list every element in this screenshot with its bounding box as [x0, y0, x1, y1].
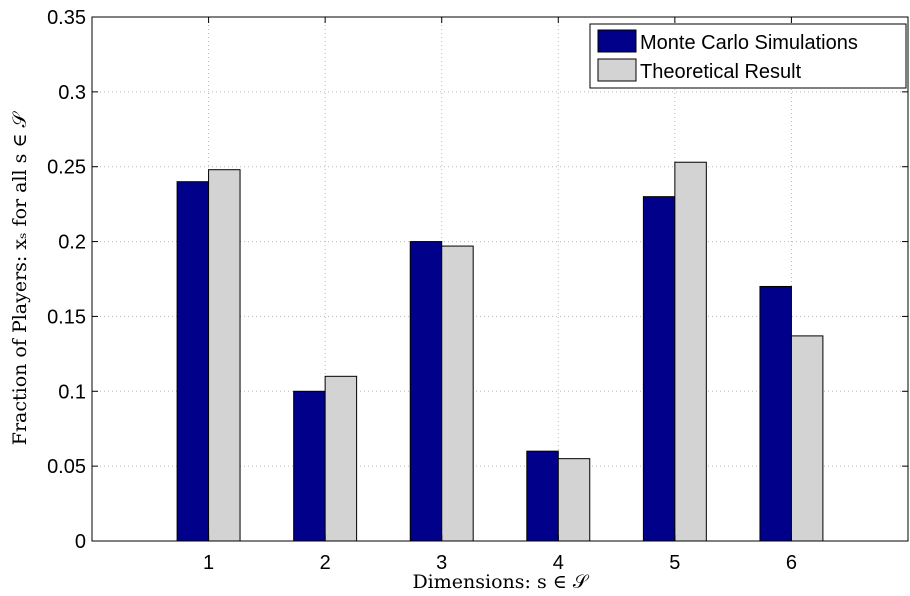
- legend-label-theoretical: Theoretical Result: [640, 61, 802, 83]
- plot-frame: [91, 16, 909, 542]
- y-tick-label: 0.2: [58, 232, 86, 254]
- x-tick-label: 4: [553, 552, 564, 574]
- bar-theoretical-6: [790, 335, 824, 542]
- y-tick-label: 0.25: [47, 157, 86, 179]
- bar-monte-carlo-6: [759, 285, 792, 542]
- y-tick-label: 0.05: [47, 456, 86, 478]
- y-tick-label: 0: [75, 531, 86, 553]
- x-tick-label: 1: [203, 552, 214, 574]
- bar-theoretical-3: [441, 245, 474, 542]
- legend-swatch-monte-carlo: [597, 29, 637, 53]
- x-tick-label: 2: [320, 552, 331, 574]
- bars: [176, 161, 824, 542]
- y-tick-label: 0.1: [58, 381, 86, 403]
- x-axis-label: Dimensions: s ∈ 𝒮: [412, 571, 589, 593]
- x-tick-label: 5: [669, 552, 680, 574]
- legend-label-monte-carlo: Monte Carlo Simulations: [640, 32, 858, 54]
- legend: Monte Carlo Simulations Theoretical Resu…: [589, 23, 907, 89]
- bar-monte-carlo-4: [526, 450, 559, 542]
- x-tick-label: 3: [436, 552, 447, 574]
- bar-monte-carlo-3: [409, 241, 443, 542]
- legend-swatch-theoretical: [597, 58, 637, 82]
- y-tick-label: 0.35: [47, 7, 86, 29]
- x-tick-label: 6: [786, 552, 797, 574]
- y-tick-label: 0.15: [47, 306, 86, 328]
- y-axis-label: Fraction of Players: xₛ for all s ∈ 𝒮: [9, 110, 31, 445]
- bar-monte-carlo-2: [293, 390, 326, 542]
- bar-monte-carlo-1: [176, 181, 210, 542]
- y-tick-label: 0.3: [58, 82, 86, 104]
- bar-theoretical-5: [674, 161, 707, 542]
- bar-monte-carlo-5: [642, 196, 676, 542]
- axis-ticks: 0 0.05 0.1 0.15 0.2 0.25 0.3 0.35 1 2 3 4 5 6: [47, 7, 908, 574]
- legend-box: [589, 23, 907, 89]
- bar-theoretical-1: [208, 169, 241, 542]
- bar-theoretical-4: [557, 458, 591, 542]
- bar-theoretical-2: [324, 375, 358, 542]
